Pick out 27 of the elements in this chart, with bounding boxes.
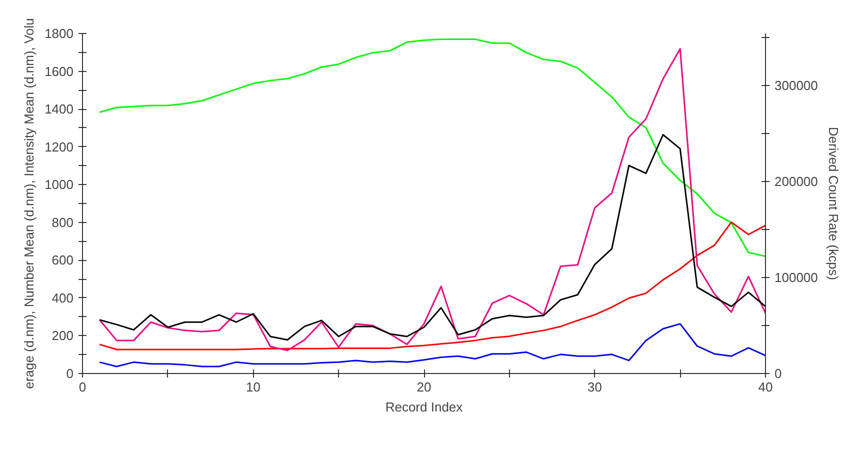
x-tick-label: 20: [416, 380, 432, 394]
x-axis-title: Record Index: [385, 400, 464, 414]
y-tick-label: 1800: [44, 26, 74, 41]
line-series: [98, 221, 766, 350]
y-tick-label: 1000: [44, 177, 74, 192]
y2-axis-title: Derived Count Rate (kcps): [826, 126, 841, 280]
x-tick-label: 40: [758, 380, 773, 394]
y-tick-label: 800: [52, 214, 74, 230]
x-tick-label: 0: [78, 380, 86, 394]
y-tick-label: 1200: [44, 139, 74, 154]
y-tick-label: 400: [52, 290, 74, 306]
y2-tick-label: 100000: [774, 270, 818, 285]
line-series: [98, 48, 766, 352]
y-tick-label: 1600: [44, 64, 74, 79]
y-tick-label: 0: [66, 366, 74, 381]
line-series: [98, 38, 766, 258]
y-tick-label: 1400: [44, 102, 74, 117]
x-tick-label: 30: [588, 380, 602, 394]
line-series: [98, 323, 766, 368]
y2-tick-label: 200000: [774, 174, 818, 189]
y2-tick-label: 0: [774, 366, 782, 381]
y-tick-label: 200: [52, 328, 74, 344]
y2-tick-label: 300000: [774, 78, 818, 93]
y-tick-label: 600: [52, 252, 74, 268]
y-axis-title: erage (d.nm), Number Mean (d.nm), Intensity Mean (d.nm), Volu: [22, 18, 37, 389]
x-tick-label: 10: [246, 380, 260, 394]
line-series: [98, 134, 766, 341]
